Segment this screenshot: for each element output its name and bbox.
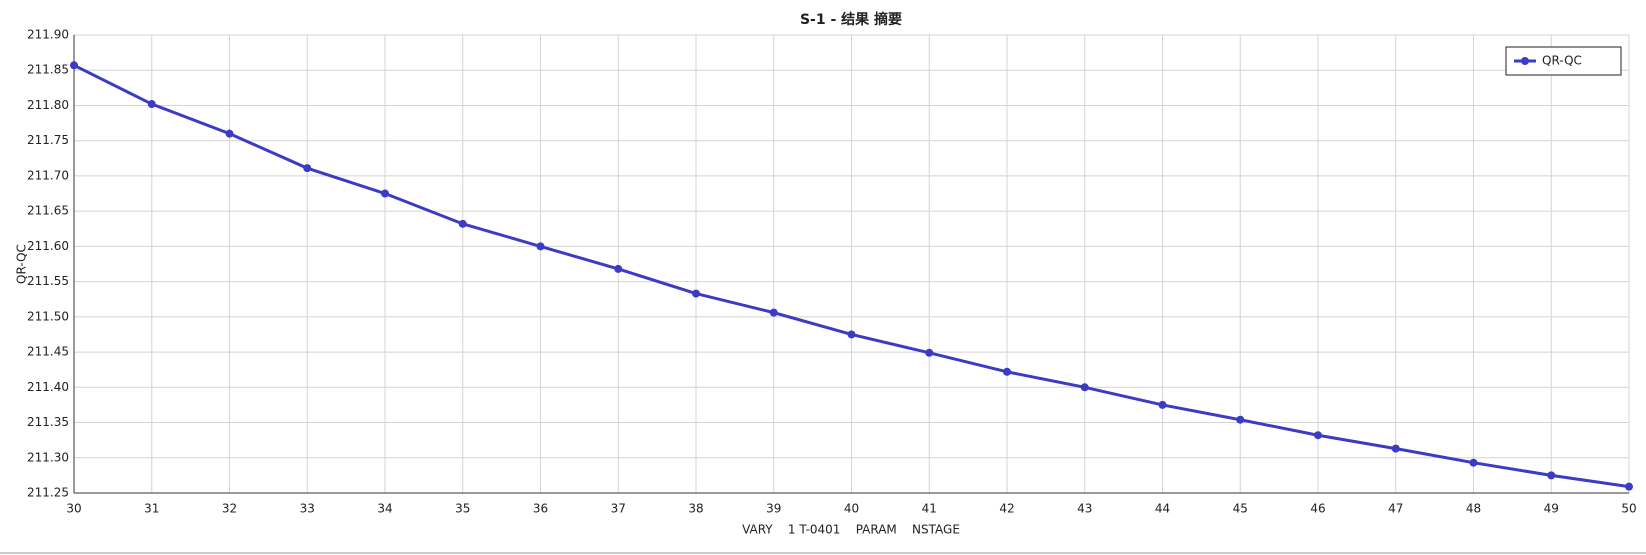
y-tick-label: 211.25 [27, 486, 69, 500]
x-tick-label: 38 [688, 502, 703, 516]
data-point [1314, 431, 1322, 440]
y-tick-label: 211.75 [27, 133, 69, 147]
data-point [303, 164, 312, 173]
data-point [1625, 482, 1633, 491]
x-tick-label: 32 [222, 502, 237, 516]
data-point [614, 264, 623, 273]
y-tick-label: 211.85 [27, 63, 69, 77]
x-tick-label: 50 [1621, 502, 1636, 516]
data-point [925, 348, 934, 357]
data-point [458, 219, 467, 228]
x-tick-label: 49 [1544, 502, 1559, 516]
data-point [1080, 383, 1089, 392]
chart-title: S-1 - 结果 摘要 [800, 11, 902, 28]
y-tick-label: 211.55 [27, 274, 69, 288]
y-tick-label: 211.90 [27, 28, 69, 42]
x-tick-label: 34 [377, 502, 392, 516]
data-point [847, 330, 856, 339]
x-tick-label: 40 [844, 502, 859, 516]
x-tick-label: 46 [1310, 502, 1325, 516]
x-tick-label: 35 [455, 502, 470, 516]
data-point [1158, 400, 1167, 409]
data-point [692, 289, 700, 298]
data-point [1003, 367, 1011, 376]
legend-marker [1521, 57, 1529, 65]
y-tick-label: 211.30 [27, 450, 69, 464]
y-tick-label: 211.60 [27, 239, 69, 253]
data-point [147, 100, 156, 109]
x-tick-label: 43 [1077, 502, 1092, 516]
x-tick-label: 41 [922, 502, 937, 516]
data-point [381, 189, 389, 198]
x-tick-label: 42 [999, 502, 1014, 516]
x-tick-label: 33 [300, 502, 315, 516]
x-tick-label: 45 [1233, 502, 1248, 516]
y-tick-label: 211.65 [27, 204, 69, 218]
data-point [769, 308, 778, 317]
y-tick-label: 211.70 [27, 168, 69, 182]
x-tick-label: 39 [766, 502, 781, 516]
x-tick-label: 30 [66, 502, 81, 516]
x-tick-label: 44 [1155, 502, 1170, 516]
x-tick-label: 47 [1388, 502, 1403, 516]
y-tick-label: 211.50 [27, 309, 69, 323]
y-axis-label: QR-QC [15, 244, 29, 284]
x-tick-label: 31 [144, 502, 159, 516]
data-point [1391, 444, 1400, 453]
x-axis-label: VARY 1 T-0401 PARAM NSTAGE [742, 523, 960, 537]
x-tick-label: 48 [1466, 502, 1481, 516]
data-point [536, 242, 545, 251]
data-point [225, 129, 234, 138]
y-tick-label: 211.45 [27, 345, 69, 359]
x-tick-label: 36 [533, 502, 548, 516]
legend-label: QR-QC [1542, 54, 1582, 68]
x-tick-label: 37 [611, 502, 626, 516]
data-point [70, 61, 78, 70]
y-tick-label: 211.35 [27, 415, 69, 429]
y-tick-label: 211.80 [27, 98, 69, 112]
y-tick-label: 211.40 [27, 380, 69, 394]
data-point [1547, 471, 1556, 480]
data-point [1236, 415, 1245, 424]
data-point [1469, 458, 1478, 467]
